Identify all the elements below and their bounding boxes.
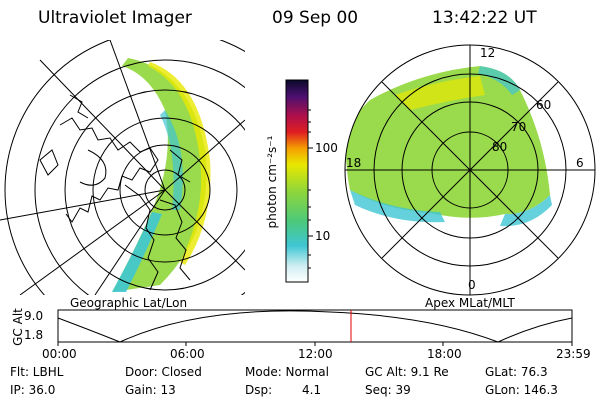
status-filter: Flt: LBHL — [10, 365, 64, 379]
time-tick-0000: 00:00 — [42, 347, 77, 361]
status-mode: Mode: Normal — [245, 365, 329, 379]
mlat-label-80: 80 — [492, 140, 508, 154]
altitude-plot-frame — [57, 309, 573, 343]
mlt-label-0: 0 — [468, 278, 476, 292]
altitude-tick-9: 9.0 — [24, 309, 44, 323]
polar-panel-label: Apex MLat/MLT — [425, 296, 515, 310]
colorbar-ticks — [308, 109, 313, 269]
time-tick-1800: 18:00 — [427, 347, 462, 361]
image-time: 13:42:22 UT — [432, 8, 537, 28]
colorbar-tick-100: 100 — [315, 141, 338, 155]
altitude-curve — [57, 310, 573, 343]
geo-panel-label: Geographic Lat/Lon — [70, 296, 188, 310]
polar-aurora — [346, 66, 552, 227]
altitude-axis-label: GC Alt — [11, 308, 25, 346]
polar-grid — [344, 44, 596, 296]
status-gc-alt: GC Alt: 9.1 Re — [365, 365, 449, 379]
colorbar-scale — [285, 79, 309, 283]
status-dsp-value: 4.1 — [302, 383, 322, 397]
colorbar-unit-label: photon cm⁻²s⁻¹ — [265, 135, 279, 229]
aurora-oval-geo — [112, 58, 207, 292]
status-ip: IP: 36.0 — [10, 383, 56, 397]
status-door: Door: Closed — [125, 365, 202, 379]
status-glon: GLon: 146.3 — [485, 383, 558, 397]
status-gain: Gain: 13 — [125, 383, 176, 397]
instrument-title: Ultraviolet Imager — [38, 8, 192, 28]
status-seq: Seq: 39 — [365, 383, 411, 397]
mlt-label-18: 18 — [346, 156, 362, 170]
time-tick-2359: 23:59 — [556, 347, 591, 361]
time-axis-ticks — [57, 342, 573, 346]
mlat-label-70: 70 — [511, 120, 527, 134]
image-date: 09 Sep 00 — [272, 8, 359, 28]
colorbar-tick-10: 10 — [315, 229, 331, 243]
time-tick-0600: 06:00 — [170, 347, 205, 361]
altitude-tick-1-8: 1.8 — [24, 328, 44, 342]
status-dsp-label: Dsp: — [245, 383, 273, 397]
mlt-label-12: 12 — [480, 46, 496, 60]
status-glat: GLat: 76.3 — [485, 365, 548, 379]
mlat-label-60: 60 — [536, 98, 552, 112]
geographic-map — [0, 40, 245, 295]
time-tick-1200: 12:00 — [298, 347, 333, 361]
mlt-label-6: 6 — [576, 156, 584, 170]
